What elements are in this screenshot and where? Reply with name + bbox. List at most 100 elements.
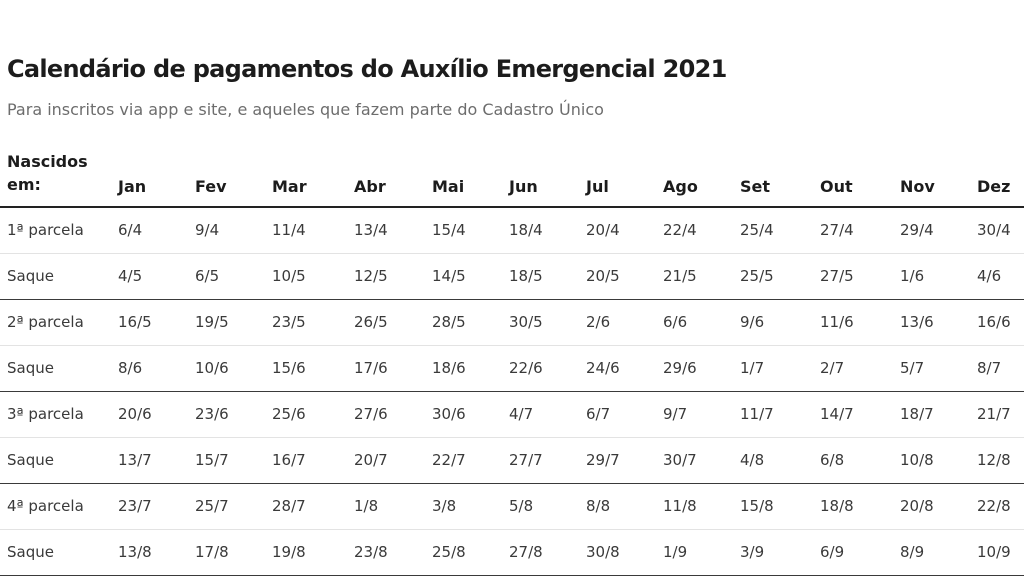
date-cell: 8/6 (118, 345, 195, 392)
date-cell: 2/6 (586, 299, 663, 346)
date-cell: 15/4 (432, 207, 509, 254)
table-row: Saque 13/8 17/8 19/8 23/8 25/8 27/8 30/8 1/9 3/9 6… (0, 529, 1024, 576)
date-cell: 14/5 (432, 253, 509, 300)
date-cell: 29/4 (900, 207, 977, 254)
row-label: 3ª parcela (0, 391, 118, 438)
header-month: Nov (900, 150, 977, 208)
header-corner-line2: em: (7, 175, 41, 194)
date-cell: 30/4 (977, 207, 1024, 254)
date-cell: 19/8 (272, 529, 354, 576)
date-cell: 23/8 (354, 529, 432, 576)
date-cell: 4/8 (740, 437, 820, 484)
row-label: Saque (0, 529, 118, 576)
date-cell: 13/4 (354, 207, 432, 254)
header-month: Jul (586, 150, 663, 208)
date-cell: 20/5 (586, 253, 663, 300)
table-body: 1ª parcela 6/4 9/4 11/4 13/4 15/4 18/4 20/4 22/4… (0, 207, 1024, 576)
date-cell: 22/6 (509, 345, 586, 392)
header-month: Jan (118, 150, 195, 208)
date-cell: 5/8 (509, 483, 586, 530)
date-cell: 25/6 (272, 391, 354, 438)
header-month: Abr (354, 150, 432, 208)
date-cell: 30/5 (509, 299, 586, 346)
date-cell: 6/5 (195, 253, 272, 300)
date-cell: 9/7 (663, 391, 740, 438)
page-subtitle: Para inscritos via app e site, e aqueles… (7, 100, 604, 119)
header-month: Out (820, 150, 900, 208)
date-cell: 4/5 (118, 253, 195, 300)
header-month: Fev (195, 150, 272, 208)
header-month: Jun (509, 150, 586, 208)
header-corner-line1: Nascidos (7, 152, 88, 171)
date-cell: 17/6 (354, 345, 432, 392)
date-cell: 8/8 (586, 483, 663, 530)
date-cell: 3/9 (740, 529, 820, 576)
date-cell: 13/7 (118, 437, 195, 484)
date-cell: 11/4 (272, 207, 354, 254)
date-cell: 6/9 (820, 529, 900, 576)
date-cell: 23/5 (272, 299, 354, 346)
date-cell: 18/8 (820, 483, 900, 530)
date-cell: 20/4 (586, 207, 663, 254)
date-cell: 1/8 (354, 483, 432, 530)
date-cell: 8/7 (977, 345, 1024, 392)
date-cell: 4/7 (509, 391, 586, 438)
date-cell: 6/8 (820, 437, 900, 484)
date-cell: 28/7 (272, 483, 354, 530)
date-cell: 16/7 (272, 437, 354, 484)
table-row: 2ª parcela 16/5 19/5 23/5 26/5 28/5 30/5 2/6 6/6… (0, 299, 1024, 346)
date-cell: 12/8 (977, 437, 1024, 484)
date-cell: 27/4 (820, 207, 900, 254)
date-cell: 6/7 (586, 391, 663, 438)
date-cell: 6/4 (118, 207, 195, 254)
table-header: Nascidos em: Jan Fev Mar Abr Mai Jun Jul… (0, 150, 1024, 208)
date-cell: 25/5 (740, 253, 820, 300)
date-cell: 10/5 (272, 253, 354, 300)
page-title: Calendário de pagamentos do Auxílio Emer… (7, 55, 727, 83)
date-cell: 20/8 (900, 483, 977, 530)
date-cell: 27/6 (354, 391, 432, 438)
header-month: Ago (663, 150, 740, 208)
row-label: Saque (0, 437, 118, 484)
header-month: Mai (432, 150, 509, 208)
date-cell: 29/6 (663, 345, 740, 392)
date-cell: 12/5 (354, 253, 432, 300)
date-cell: 16/5 (118, 299, 195, 346)
date-cell: 11/7 (740, 391, 820, 438)
date-cell: 21/5 (663, 253, 740, 300)
date-cell: 29/7 (586, 437, 663, 484)
date-cell: 18/4 (509, 207, 586, 254)
date-cell: 26/5 (354, 299, 432, 346)
date-cell: 15/7 (195, 437, 272, 484)
date-cell: 16/6 (977, 299, 1024, 346)
date-cell: 27/7 (509, 437, 586, 484)
date-cell: 18/5 (509, 253, 586, 300)
date-cell: 17/8 (195, 529, 272, 576)
header-month: Mar (272, 150, 354, 208)
date-cell: 28/5 (432, 299, 509, 346)
date-cell: 30/8 (586, 529, 663, 576)
date-cell: 1/6 (900, 253, 977, 300)
date-cell: 4/6 (977, 253, 1024, 300)
row-label: Saque (0, 253, 118, 300)
date-cell: 23/7 (118, 483, 195, 530)
header-month: Set (740, 150, 820, 208)
date-cell: 24/6 (586, 345, 663, 392)
row-label: 2ª parcela (0, 299, 118, 346)
date-cell: 15/8 (740, 483, 820, 530)
payment-calendar-table: Nascidos em: Jan Fev Mar Abr Mai Jun Jul… (0, 150, 1024, 576)
table-row: 1ª parcela 6/4 9/4 11/4 13/4 15/4 18/4 20/4 22/4… (0, 207, 1024, 254)
date-cell: 3/8 (432, 483, 509, 530)
date-cell: 5/7 (900, 345, 977, 392)
row-label: Saque (0, 345, 118, 392)
row-label: 4ª parcela (0, 483, 118, 530)
date-cell: 19/5 (195, 299, 272, 346)
date-cell: 13/6 (900, 299, 977, 346)
date-cell: 8/9 (900, 529, 977, 576)
date-cell: 1/7 (740, 345, 820, 392)
date-cell: 25/4 (740, 207, 820, 254)
date-cell: 9/4 (195, 207, 272, 254)
date-cell: 10/8 (900, 437, 977, 484)
date-cell: 18/6 (432, 345, 509, 392)
row-label: 1ª parcela (0, 207, 118, 254)
